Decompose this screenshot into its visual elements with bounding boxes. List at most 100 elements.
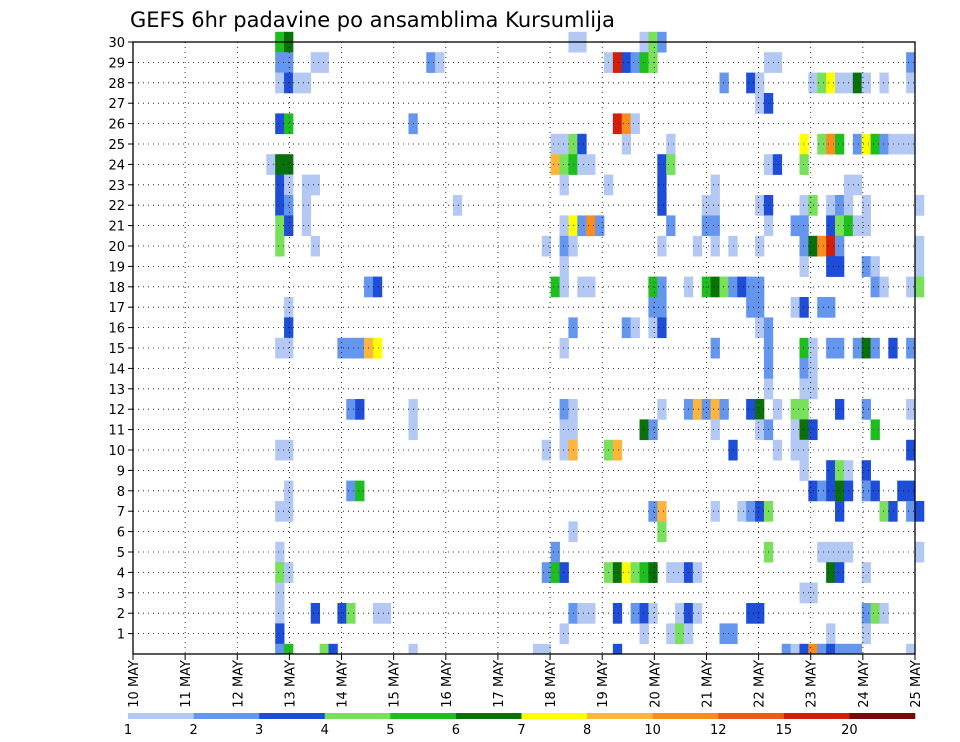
heatmap-cell bbox=[888, 133, 898, 155]
heatmap-cell bbox=[657, 297, 667, 318]
heatmap-cell bbox=[835, 643, 845, 655]
heatmap-cell bbox=[781, 643, 791, 655]
heatmap-cell bbox=[861, 562, 871, 583]
heatmap-cell bbox=[310, 174, 321, 196]
heatmap-cell bbox=[541, 562, 552, 583]
colorbar-label: 5 bbox=[386, 723, 394, 738]
colorbar-label: 6 bbox=[452, 723, 460, 738]
heatmap-cell bbox=[710, 501, 720, 522]
colorbar-segment bbox=[783, 713, 850, 719]
heatmap-cell bbox=[559, 154, 569, 175]
heatmap-cell bbox=[612, 52, 623, 73]
heatmap-cell bbox=[301, 195, 312, 216]
heatmap-cell bbox=[275, 603, 285, 624]
heatmap-cell bbox=[621, 52, 632, 73]
y-tick-label: 16 bbox=[108, 322, 125, 337]
heatmap-cell bbox=[879, 603, 889, 624]
heatmap-cell bbox=[328, 643, 338, 655]
heatmap-cell bbox=[701, 399, 712, 420]
heatmap-cell bbox=[319, 643, 329, 655]
heatmap-cell bbox=[826, 562, 836, 583]
heatmap-cell bbox=[755, 399, 765, 420]
heatmap-cell bbox=[541, 235, 552, 257]
heatmap-cell bbox=[799, 378, 809, 400]
heatmap-cell bbox=[879, 72, 889, 94]
heatmap-cell bbox=[639, 603, 649, 624]
colorbar-segment bbox=[587, 713, 653, 719]
heatmap-cell bbox=[710, 174, 720, 196]
colorbar-segment bbox=[455, 713, 522, 719]
heatmap-cell bbox=[915, 541, 925, 563]
heatmap-cell bbox=[532, 643, 543, 655]
heatmap-cell bbox=[755, 317, 765, 339]
y-tick-label: 15 bbox=[108, 342, 125, 357]
heatmap-cell bbox=[737, 276, 747, 298]
y-tick-label: 2 bbox=[117, 607, 125, 622]
heatmap-cell bbox=[852, 72, 863, 94]
heatmap-cell bbox=[870, 276, 880, 298]
y-tick-label: 22 bbox=[108, 199, 125, 214]
heatmap-cell bbox=[275, 623, 285, 645]
x-tick-label: 13 MAY bbox=[283, 660, 298, 708]
colorbar-label: 2 bbox=[189, 723, 197, 738]
heatmap-cell bbox=[755, 501, 765, 522]
heatmap-cell bbox=[906, 501, 916, 522]
heatmap-cell bbox=[408, 643, 418, 655]
heatmap-cell bbox=[559, 174, 569, 196]
y-tick-label: 27 bbox=[108, 97, 125, 112]
heatmap-cell bbox=[550, 562, 560, 583]
y-tick-label: 6 bbox=[117, 526, 125, 541]
y-tick-label: 28 bbox=[108, 77, 125, 92]
heatmap-cell bbox=[630, 562, 640, 583]
heatmap-cell bbox=[435, 52, 445, 73]
heatmap-cell bbox=[657, 399, 667, 420]
heatmap-cell bbox=[586, 215, 596, 237]
heatmap-cell bbox=[817, 72, 827, 94]
heatmap-cell bbox=[790, 399, 800, 420]
heatmap-cell bbox=[550, 541, 560, 563]
colorbar: 1 2 3 4 5 6 7 8 10 12 15 20 bbox=[124, 713, 916, 738]
heatmap-cell bbox=[666, 133, 676, 155]
heatmap-cell bbox=[275, 154, 285, 175]
heatmap-cell bbox=[755, 195, 765, 216]
x-tick-label: 14 MAY bbox=[336, 660, 351, 708]
y-tick-label: 5 bbox=[117, 546, 125, 561]
heatmap-cell bbox=[861, 133, 871, 155]
colorbar-label: 1 bbox=[124, 723, 132, 738]
heatmap-cell bbox=[799, 215, 809, 237]
heatmap-cell bbox=[870, 133, 880, 155]
y-tick-label: 10 bbox=[108, 444, 125, 459]
heatmap-cell bbox=[861, 480, 871, 502]
heatmap-cell bbox=[826, 72, 836, 94]
heatmap-cell bbox=[835, 460, 845, 481]
heatmap-cell bbox=[266, 154, 276, 175]
heatmap-cell bbox=[612, 113, 623, 135]
x-tick-label: 23 MAY bbox=[805, 660, 820, 708]
heatmap-cell bbox=[906, 337, 916, 359]
heatmap-cell bbox=[346, 337, 356, 359]
heatmap-cell bbox=[746, 276, 756, 298]
heatmap-cell bbox=[826, 256, 836, 277]
y-tick-label: 7 bbox=[117, 505, 125, 520]
heatmap-cell bbox=[835, 72, 845, 94]
heatmap-cell bbox=[835, 256, 845, 277]
heatmap-cell bbox=[915, 501, 925, 522]
heatmap-cell bbox=[701, 195, 712, 216]
colorbar-segment bbox=[849, 713, 916, 719]
heatmap-cell bbox=[657, 195, 667, 216]
heatmap-cell bbox=[826, 195, 836, 216]
heatmap-cell bbox=[701, 276, 712, 298]
heatmap-cell bbox=[852, 215, 863, 237]
heatmap-cell bbox=[906, 276, 916, 298]
heatmap-cell bbox=[372, 276, 383, 298]
heatmap-cell bbox=[799, 235, 809, 257]
colorbar-label: 3 bbox=[255, 723, 263, 738]
heatmap-cell bbox=[621, 562, 632, 583]
heatmap-cell bbox=[755, 72, 765, 94]
heatmap-cell bbox=[843, 643, 854, 655]
heatmap-cell bbox=[861, 460, 871, 481]
heatmap-cell bbox=[835, 501, 845, 522]
heatmap-cell bbox=[559, 276, 569, 298]
heatmap-cell bbox=[621, 113, 632, 135]
heatmap-cell bbox=[346, 399, 356, 420]
